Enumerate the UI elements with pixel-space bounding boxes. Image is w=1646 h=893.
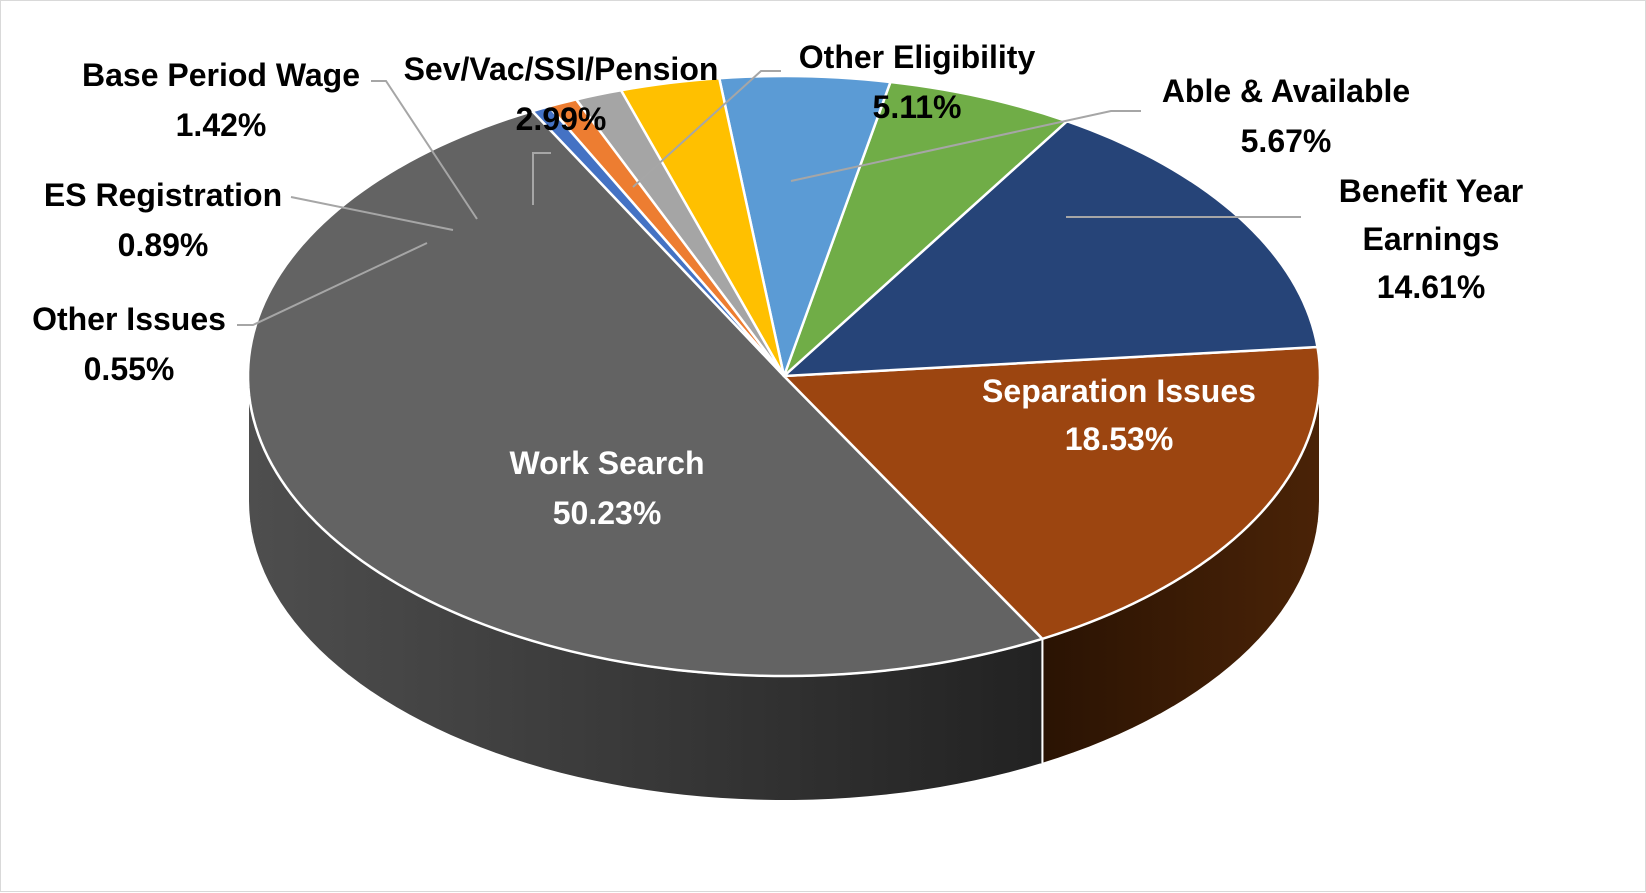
leader-line-other-eligibility xyxy=(632,70,781,188)
slice-other-issues xyxy=(531,105,786,378)
category-label-separation-issues: Separation Issues xyxy=(982,373,1256,409)
label-sev-vac-ssi-pension: Sev/Vac/SSI/Pension 2.99% xyxy=(404,51,719,137)
slice-work-search xyxy=(246,109,1044,678)
leader-lines xyxy=(237,70,1301,326)
category-label-other-issues: Other Issues xyxy=(32,301,226,337)
category-label-able-available: Able & Available xyxy=(1162,73,1410,109)
category-label-work-search: Work Search xyxy=(509,445,704,481)
category-label-es-registration: ES Registration xyxy=(44,177,282,213)
label-other-eligibility: Other Eligibility 5.11% xyxy=(799,39,1036,125)
data-label-base-period-wage: 1.42% xyxy=(176,107,267,143)
slice-other-eligibility xyxy=(717,74,892,378)
label-base-period-wage: Base Period Wage 1.42% xyxy=(82,57,360,143)
category-label-sev-vac-ssi-pension: Sev/Vac/SSI/Pension xyxy=(404,51,719,87)
leader-line-es-registration xyxy=(290,196,454,231)
category-label-benefit-year-earnings: Benefit Year xyxy=(1339,173,1523,209)
slice-able-available xyxy=(782,80,1069,378)
label-other-issues: Other Issues 0.55% xyxy=(32,301,226,387)
data-label-separation-issues: 18.53% xyxy=(1065,421,1174,457)
label-separation-issues: Separation Issues 18.53% xyxy=(982,373,1256,457)
slice-sev-vac-ssi-pension xyxy=(619,76,786,378)
data-label-work-search: 50.23% xyxy=(553,495,662,531)
data-label-other-issues: 0.55% xyxy=(84,351,175,387)
leader-line-other-issues xyxy=(237,242,428,326)
leader-line-able-available xyxy=(790,110,1141,182)
label-able-available: Able & Available 5.67% xyxy=(1162,73,1410,159)
category-label-other-eligibility: Other Eligibility xyxy=(799,39,1036,75)
data-label-sev-vac-ssi-pension: 2.99% xyxy=(516,101,607,137)
category-label-base-period-wage: Base Period Wage xyxy=(82,57,360,93)
pie-top xyxy=(246,74,1322,678)
data-label-able-available: 5.67% xyxy=(1241,123,1332,159)
leader-line-sev-vac-ssi-pension xyxy=(532,152,551,205)
leader-line-base-period-wage xyxy=(371,80,478,220)
slice-labels: Work Search 50.23% Separation Issues 18.53%… xyxy=(32,39,1523,531)
label-benefit-year-earnings: Benefit Year Earnings 14.61% xyxy=(1339,173,1523,305)
data-label-es-registration: 0.89% xyxy=(118,227,209,263)
label-es-registration: ES Registration 0.89% xyxy=(44,177,282,263)
label-work-search: Work Search 50.23% xyxy=(509,445,704,531)
category-label-benefit-year-earnings: Earnings xyxy=(1363,221,1500,257)
data-label-other-eligibility: 5.11% xyxy=(873,89,962,125)
slice-separation-issues xyxy=(782,345,1322,641)
data-label-benefit-year-earnings: 14.61% xyxy=(1377,269,1486,305)
